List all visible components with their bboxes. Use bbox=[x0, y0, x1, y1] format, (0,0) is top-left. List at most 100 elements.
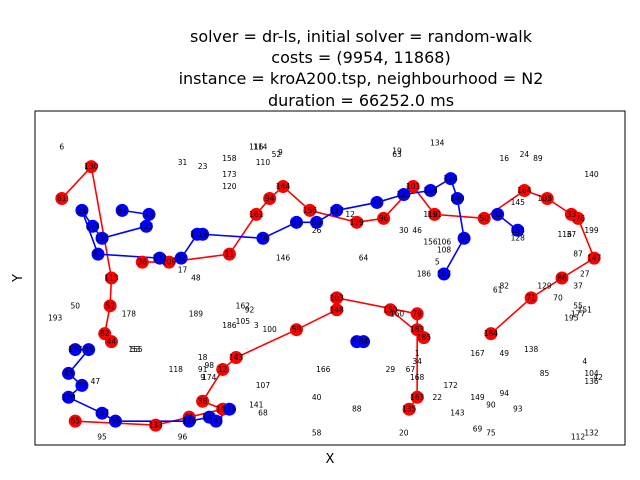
node-label-65: 172 bbox=[444, 381, 459, 390]
node-label-0: 6 bbox=[59, 142, 64, 151]
node-label-1: 31 bbox=[178, 158, 188, 167]
red-node-label-3: 52 bbox=[105, 301, 115, 310]
red-node-label-1: 130 bbox=[84, 162, 99, 171]
red-node-label-29: 111 bbox=[427, 210, 442, 219]
red-node-marker-22 bbox=[555, 271, 569, 285]
blue-node-marker-26 bbox=[68, 343, 82, 357]
node-label-66: 22 bbox=[432, 393, 442, 402]
node-label-92: 118 bbox=[169, 365, 184, 374]
blue-node-label-33: 176 bbox=[182, 417, 197, 426]
node-label-15: 134 bbox=[430, 138, 445, 147]
node-label-79: 58 bbox=[312, 429, 322, 438]
blue-node-label-10: 19 bbox=[198, 230, 208, 239]
node-label-39: 37 bbox=[573, 281, 583, 290]
blue-node-marker-28 bbox=[62, 366, 76, 380]
node-label-20: 106 bbox=[437, 238, 452, 247]
blue-node-marker-0 bbox=[115, 203, 129, 217]
red-node-label-7: 133 bbox=[149, 421, 164, 430]
red-node-label-39: 36 bbox=[137, 258, 147, 267]
red-node-marker-37 bbox=[222, 247, 236, 261]
blue-node-label-28: 43 bbox=[64, 369, 74, 378]
red-node-marker-19 bbox=[402, 402, 416, 416]
node-label-30: 145 bbox=[511, 198, 526, 207]
blue-node-label-16: 125 bbox=[397, 190, 412, 199]
node-label-59: 149 bbox=[470, 393, 485, 402]
red-node-label-27: 164 bbox=[517, 186, 532, 195]
red-node-label-31: 96 bbox=[379, 214, 389, 223]
node-label-6: 110 bbox=[256, 158, 271, 167]
node-label-77: 141 bbox=[249, 401, 264, 410]
node-label-99: 95 bbox=[97, 433, 107, 442]
node-label-41: 129 bbox=[537, 281, 552, 290]
red-node-marker-26 bbox=[540, 191, 554, 205]
node-label-21: 108 bbox=[437, 246, 452, 255]
red-node-marker-6 bbox=[68, 414, 82, 428]
red-node-label-20: 184 bbox=[484, 329, 499, 338]
blue-node-marker-2 bbox=[139, 219, 153, 233]
node-label-25: 146 bbox=[276, 254, 291, 263]
node-label-80: 100 bbox=[262, 325, 277, 334]
blue-node-label-6: 83 bbox=[93, 250, 103, 259]
red-node-marker-20 bbox=[484, 327, 498, 341]
y-axis-label: Y bbox=[11, 274, 26, 283]
node-label-22: 5 bbox=[435, 258, 440, 267]
node-label-3: 158 bbox=[222, 154, 237, 163]
node-label-54: 42 bbox=[593, 373, 603, 382]
red-node-marker-25 bbox=[564, 207, 578, 221]
node-label-70: 1 bbox=[415, 349, 420, 358]
blue-node-marker-23 bbox=[511, 223, 525, 237]
node-label-52: 85 bbox=[540, 369, 550, 378]
node-label-71: 34 bbox=[412, 357, 422, 366]
node-label-2: 23 bbox=[198, 162, 208, 171]
blue-node-label-7: 132 bbox=[153, 254, 168, 263]
node-label-43: 61 bbox=[493, 285, 503, 294]
node-label-14: 63 bbox=[392, 150, 402, 159]
red-node-label-32: 179 bbox=[350, 218, 365, 227]
node-label-94: 53 bbox=[131, 345, 141, 354]
node-label-12: 12 bbox=[345, 210, 355, 219]
blue-node-label-35: 147 bbox=[209, 417, 224, 426]
blue-node-label-26: 177 bbox=[68, 345, 83, 354]
node-label-64: 112 bbox=[571, 433, 586, 442]
red-node-label-9: 142 bbox=[216, 405, 231, 414]
node-label-44: 55 bbox=[573, 301, 583, 310]
blue-node-label-23: 154 bbox=[511, 226, 526, 235]
blue-node-label-0: 87 bbox=[117, 206, 127, 215]
node-label-40: 70 bbox=[553, 293, 563, 302]
red-node-label-23: 147 bbox=[587, 254, 602, 263]
node-label-23: 186 bbox=[417, 270, 432, 279]
red-node-marker-31 bbox=[377, 211, 391, 225]
node-label-28: 24 bbox=[520, 150, 530, 159]
blue-node-label-36: 116 bbox=[222, 405, 237, 414]
node-label-83: 105 bbox=[236, 317, 251, 326]
node-label-45: 151 bbox=[578, 305, 593, 314]
blue-node-label-5: 21 bbox=[77, 206, 87, 215]
node-label-102: 48 bbox=[191, 274, 201, 283]
node-label-61: 69 bbox=[473, 425, 483, 434]
red-node-marker-12 bbox=[229, 351, 243, 365]
blue-node-marker-15 bbox=[370, 195, 384, 209]
red-node-label-19: 135 bbox=[402, 405, 417, 414]
node-label-4: 173 bbox=[222, 170, 237, 179]
node-label-7: 116 bbox=[249, 142, 264, 151]
node-label-78: 68 bbox=[258, 409, 268, 418]
node-label-9: 52 bbox=[272, 150, 282, 159]
title-line-1: solver = dr-ls, initial solver = random-… bbox=[190, 27, 533, 46]
node-label-18: 30 bbox=[399, 226, 409, 235]
node-label-10: 9 bbox=[278, 148, 283, 157]
blue-node-marker-22 bbox=[491, 207, 505, 221]
node-label-63: 132 bbox=[584, 429, 599, 438]
node-label-34: 37 bbox=[567, 230, 577, 239]
red-node-label-5: 44 bbox=[107, 337, 117, 346]
red-node-label-0: 81 bbox=[57, 194, 67, 203]
blue-node-marker-36 bbox=[222, 402, 236, 416]
node-label-5: 120 bbox=[222, 182, 237, 191]
red-node-label-13: 59 bbox=[292, 325, 302, 334]
blue-node-marker-30 bbox=[62, 390, 76, 404]
red-node-marker-1 bbox=[84, 160, 98, 174]
blue-node-label-31: 157 bbox=[95, 409, 110, 418]
red-node-marker-36 bbox=[249, 207, 263, 221]
red-node-marker-28 bbox=[477, 211, 491, 225]
node-label-68: 67 bbox=[406, 365, 416, 374]
red-node-marker-16 bbox=[410, 307, 424, 321]
